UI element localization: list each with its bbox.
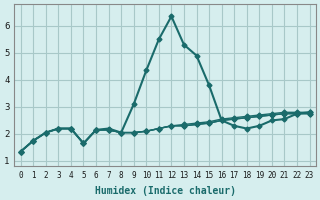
X-axis label: Humidex (Indice chaleur): Humidex (Indice chaleur) bbox=[95, 186, 236, 196]
